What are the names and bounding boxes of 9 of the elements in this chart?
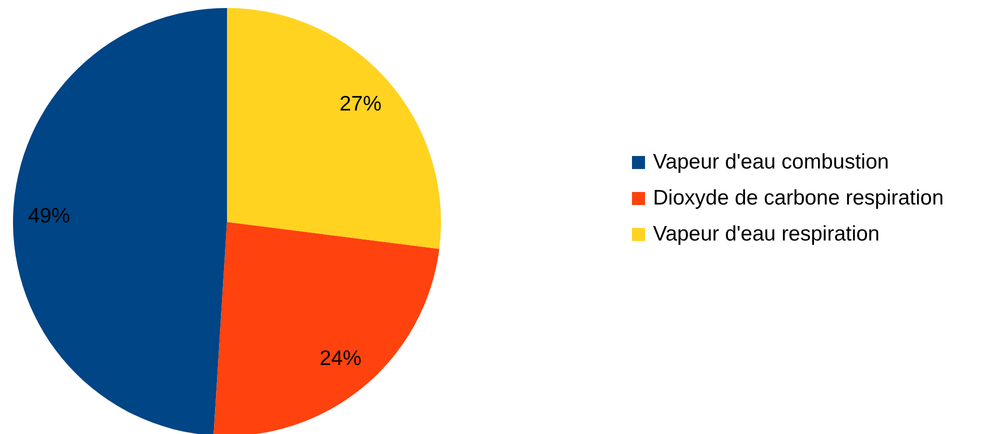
legend-label: Vapeur d'eau combustion <box>653 150 889 174</box>
pie-slice <box>214 222 440 434</box>
data-label: 24% <box>319 347 362 370</box>
pie-slice <box>227 8 441 249</box>
legend-label: Vapeur d'eau respiration <box>653 222 880 246</box>
legend-label: Dioxyde de carbone respiration <box>653 186 944 210</box>
data-label: 27% <box>340 92 382 116</box>
data-label: 49% <box>28 204 70 228</box>
pie-slice <box>13 8 227 434</box>
